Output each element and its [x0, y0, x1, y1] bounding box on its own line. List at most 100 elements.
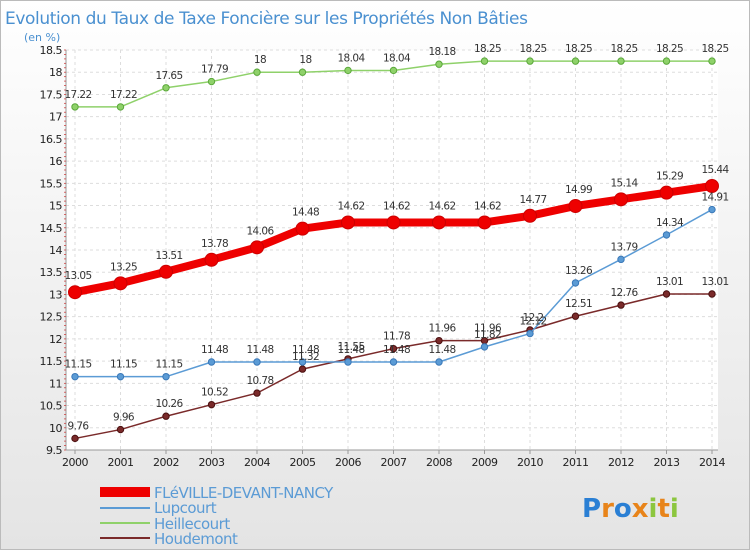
- data-point: [341, 215, 355, 230]
- data-label: 9.96: [113, 412, 135, 424]
- data-label: 14.91: [701, 192, 728, 204]
- data-label: 11.48: [383, 344, 410, 356]
- data-point: [571, 279, 580, 287]
- data-label: 12.12: [519, 316, 546, 328]
- x-tick-label: 2006: [335, 456, 361, 469]
- legend-label-lupcourt: Lupcourt: [154, 499, 217, 517]
- data-label: 11.32: [292, 351, 319, 363]
- logo-letter: i: [649, 494, 658, 524]
- data-point: [708, 205, 716, 214]
- data-label: 18.25: [565, 43, 592, 55]
- y-tick-label: 15.5: [40, 177, 63, 190]
- data-label: 18.18: [428, 46, 455, 58]
- series-1: [71, 205, 716, 381]
- data-point: [71, 434, 79, 443]
- data-point: [250, 240, 264, 255]
- data-point: [708, 290, 716, 298]
- y-tick-label: 13.5: [40, 266, 63, 279]
- data-point: [162, 412, 170, 420]
- y-tick-label: 9.5: [46, 444, 62, 457]
- data-label: 11.78: [383, 331, 410, 343]
- x-tick-label: 2012: [608, 456, 634, 469]
- data-label: 18.04: [337, 52, 365, 64]
- data-point: [477, 215, 492, 230]
- data-point: [435, 60, 443, 68]
- x-tick-label: 2011: [563, 456, 589, 469]
- data-point: [662, 290, 671, 298]
- data-point: [435, 336, 443, 345]
- data-point: [298, 68, 307, 76]
- data-label: 14.99: [565, 184, 592, 196]
- y-tick-label: 14: [49, 244, 62, 257]
- data-point: [162, 372, 170, 381]
- x-tick-label: 2003: [199, 456, 225, 469]
- data-label: 15.44: [701, 164, 729, 176]
- data-label: 11.48: [337, 344, 364, 356]
- data-point: [253, 68, 261, 76]
- data-point: [617, 301, 625, 309]
- x-tick-label: 2002: [153, 456, 179, 469]
- data-label: 13.78: [201, 238, 228, 250]
- data-label: 12.76: [610, 287, 638, 299]
- data-point: [432, 215, 446, 230]
- data-point: [344, 358, 352, 366]
- data-label: 13.25: [110, 261, 137, 273]
- data-label: 14.62: [337, 200, 364, 212]
- data-point: [568, 199, 583, 213]
- data-point: [523, 208, 537, 223]
- data-point: [116, 372, 125, 381]
- data-label: 14.62: [383, 200, 410, 212]
- data-point: [113, 276, 128, 291]
- data-labels: 13.05 13.25 13.51 13.78 14.06 14.48 14.62 14.62…: [64, 43, 730, 432]
- data-label: 18.25: [474, 43, 501, 55]
- y-tick-labels: 9.5 10 10.5 11 11.5 12 12.5 13 13.5 14 14.5 15 15.5 1…: [40, 44, 63, 457]
- data-point: [71, 372, 79, 381]
- data-point: [614, 192, 628, 207]
- data-label: 11.48: [246, 344, 273, 356]
- y-tick-label: 10: [49, 422, 62, 435]
- data-label: 18.04: [383, 52, 411, 64]
- data-label: 17.65: [155, 70, 182, 82]
- logo-text: Proxiti: [582, 494, 679, 524]
- data-label: 18.25: [701, 43, 728, 55]
- y-tick-label: 14.5: [40, 222, 63, 235]
- y-tick-label: 16.5: [40, 133, 63, 146]
- data-label: 18.25: [610, 43, 637, 55]
- data-point: [298, 365, 307, 373]
- y-tick-label: 11.5: [40, 355, 63, 368]
- data-point: [204, 252, 219, 267]
- data-label: 13.01: [701, 276, 728, 288]
- data-point: [68, 285, 82, 300]
- y-tick-label: 10.5: [40, 400, 63, 413]
- data-point: [480, 343, 489, 351]
- data-label: 17.79: [201, 64, 228, 76]
- data-label: 18.25: [519, 43, 546, 55]
- data-label: 14.06: [246, 225, 274, 237]
- x-tick-label: 2008: [426, 456, 452, 469]
- data-point: [617, 255, 625, 264]
- data-point: [116, 425, 125, 434]
- chart-title: Evolution du Taux de Taxe Foncière sur l…: [5, 9, 528, 29]
- y-tick-label: 12.5: [40, 311, 63, 324]
- y-tick-label: 17: [49, 111, 62, 124]
- data-point: [389, 66, 398, 75]
- data-point: [662, 57, 671, 65]
- data-label: 11.15: [110, 359, 137, 371]
- data-point: [526, 57, 534, 65]
- data-label: 18: [299, 54, 311, 66]
- data-label: 11.15: [155, 359, 182, 371]
- data-label: 11.55: [337, 341, 364, 353]
- data-point: [705, 179, 719, 193]
- data-label: 11.15: [64, 359, 91, 371]
- data-label: 10.78: [246, 375, 273, 387]
- data-point: [571, 312, 580, 320]
- data-label: 11.82: [474, 329, 501, 341]
- data-label: 14.48: [292, 207, 319, 219]
- data-point: [662, 231, 671, 239]
- y-tick-label: 15: [49, 200, 62, 213]
- data-point: [71, 103, 79, 111]
- data-label: 11.48: [428, 344, 455, 356]
- data-label: 11.48: [201, 344, 228, 356]
- legend-label-fleville: FLéVILLE-DEVANT-NANCY: [154, 484, 334, 502]
- data-point: [253, 358, 261, 366]
